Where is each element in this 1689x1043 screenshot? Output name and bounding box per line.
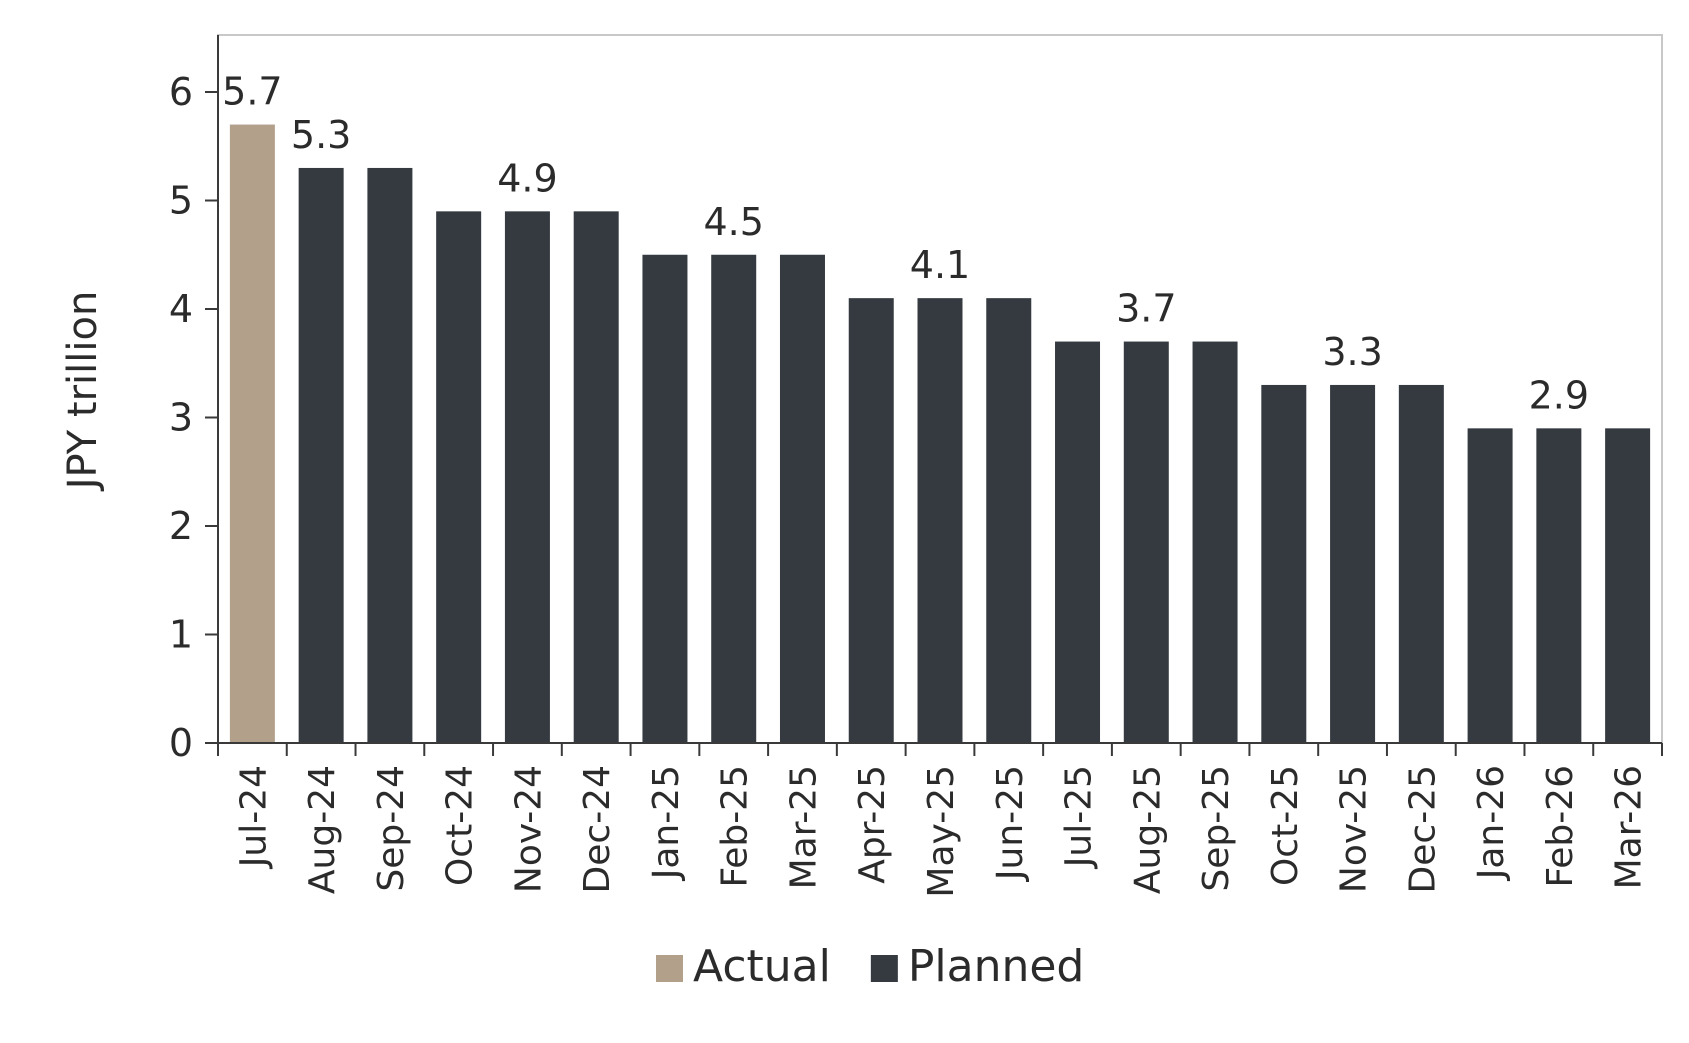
bar-planned-sep-25 (1192, 341, 1238, 743)
x-tick-label: Nov-25 (1334, 765, 1375, 893)
y-tick-label: 0 (169, 721, 193, 765)
y-axis: 0 1 2 3 4 5 6 (169, 35, 219, 765)
x-tick-label: Dec-25 (1402, 765, 1443, 893)
bar-planned-mar-26 (1605, 428, 1651, 743)
x-tick-label: Dec-24 (577, 765, 618, 893)
bar-planned-apr-25 (848, 298, 894, 743)
data-labels-group: 5.75.3 4.9 4.5 4.1 3.7 3.3 2.9 (222, 70, 1589, 418)
bar-planned-jan-26 (1467, 428, 1513, 743)
x-tick-label: Sep-25 (1196, 765, 1237, 892)
bar-planned-aug-24 (298, 167, 344, 743)
data-label: 5.3 (291, 113, 351, 157)
bar-planned-mar-25 (779, 254, 825, 743)
bar-planned-jan-25 (642, 254, 688, 743)
y-tick-label: 3 (169, 396, 193, 440)
y-tick-label: 2 (169, 504, 193, 548)
x-tick-label: Mar-25 (783, 765, 824, 889)
bar-planned-oct-25 (1261, 384, 1307, 743)
y-tick-label: 6 (169, 70, 193, 114)
data-label: 4.5 (703, 200, 763, 244)
x-axis: Jul-24 Aug-24 Sep-24 Oct-24 Nov-24 Dec-24 Jan-… (217, 742, 1663, 898)
x-tick-label: Jan-26 (1471, 765, 1512, 881)
x-tick-label: Jul-24 (233, 765, 274, 869)
x-tick-label: Jun-25 (990, 765, 1031, 882)
legend-swatch-planned (870, 955, 898, 982)
data-label: 5.7 (222, 70, 282, 114)
bar-actual-jul-24 (229, 124, 275, 744)
bar-planned-may-25 (917, 298, 963, 743)
bar-planned-jul-25 (1055, 341, 1101, 743)
x-tick-label: Apr-25 (852, 765, 893, 884)
x-tick-label: May-25 (921, 765, 962, 898)
x-tick-label: Aug-25 (1127, 765, 1168, 894)
y-tick-label: 4 (169, 287, 193, 331)
bar-planned-aug-25 (1123, 341, 1169, 743)
x-tick-label: Oct-24 (440, 765, 481, 886)
data-label: 3.7 (1116, 287, 1176, 331)
bar-planned-feb-26 (1536, 428, 1582, 743)
data-label: 3.3 (1322, 330, 1382, 374)
x-tick-label: Oct-25 (1265, 765, 1306, 886)
bar-planned-oct-24 (436, 211, 482, 744)
legend-label-planned: Planned (908, 941, 1085, 992)
y-tick-label: 5 (169, 179, 193, 223)
bar-planned-nov-25 (1330, 384, 1376, 743)
bar-planned-feb-25 (711, 254, 757, 743)
legend: Actual Planned (656, 941, 1084, 992)
x-tick-label: Aug-24 (302, 765, 343, 894)
legend-swatch-actual (656, 955, 683, 982)
data-label: 2.9 (1529, 373, 1589, 417)
y-axis-title: JPY trillion (60, 291, 106, 493)
bar-planned-dec-25 (1398, 384, 1444, 743)
bar-planned-nov-24 (504, 211, 550, 744)
bar-planned-sep-24 (367, 167, 413, 743)
x-tick-label: Jul-25 (1059, 765, 1100, 869)
x-tick-label: Jan-25 (646, 765, 687, 881)
x-tick-label: Sep-24 (371, 765, 412, 892)
legend-label-actual: Actual (693, 941, 831, 992)
data-label: 4.9 (497, 156, 557, 200)
x-tick-label: Feb-25 (715, 765, 756, 888)
bar-planned-dec-24 (573, 211, 619, 744)
x-tick-label: Nov-24 (508, 765, 549, 893)
x-tick-label: Feb-26 (1540, 765, 1581, 888)
data-label: 4.1 (910, 243, 970, 287)
y-tick-label: 1 (169, 613, 193, 657)
bars-group (229, 124, 1651, 744)
x-tick-label: Mar-26 (1609, 765, 1650, 889)
bar-planned-jun-25 (986, 298, 1032, 743)
